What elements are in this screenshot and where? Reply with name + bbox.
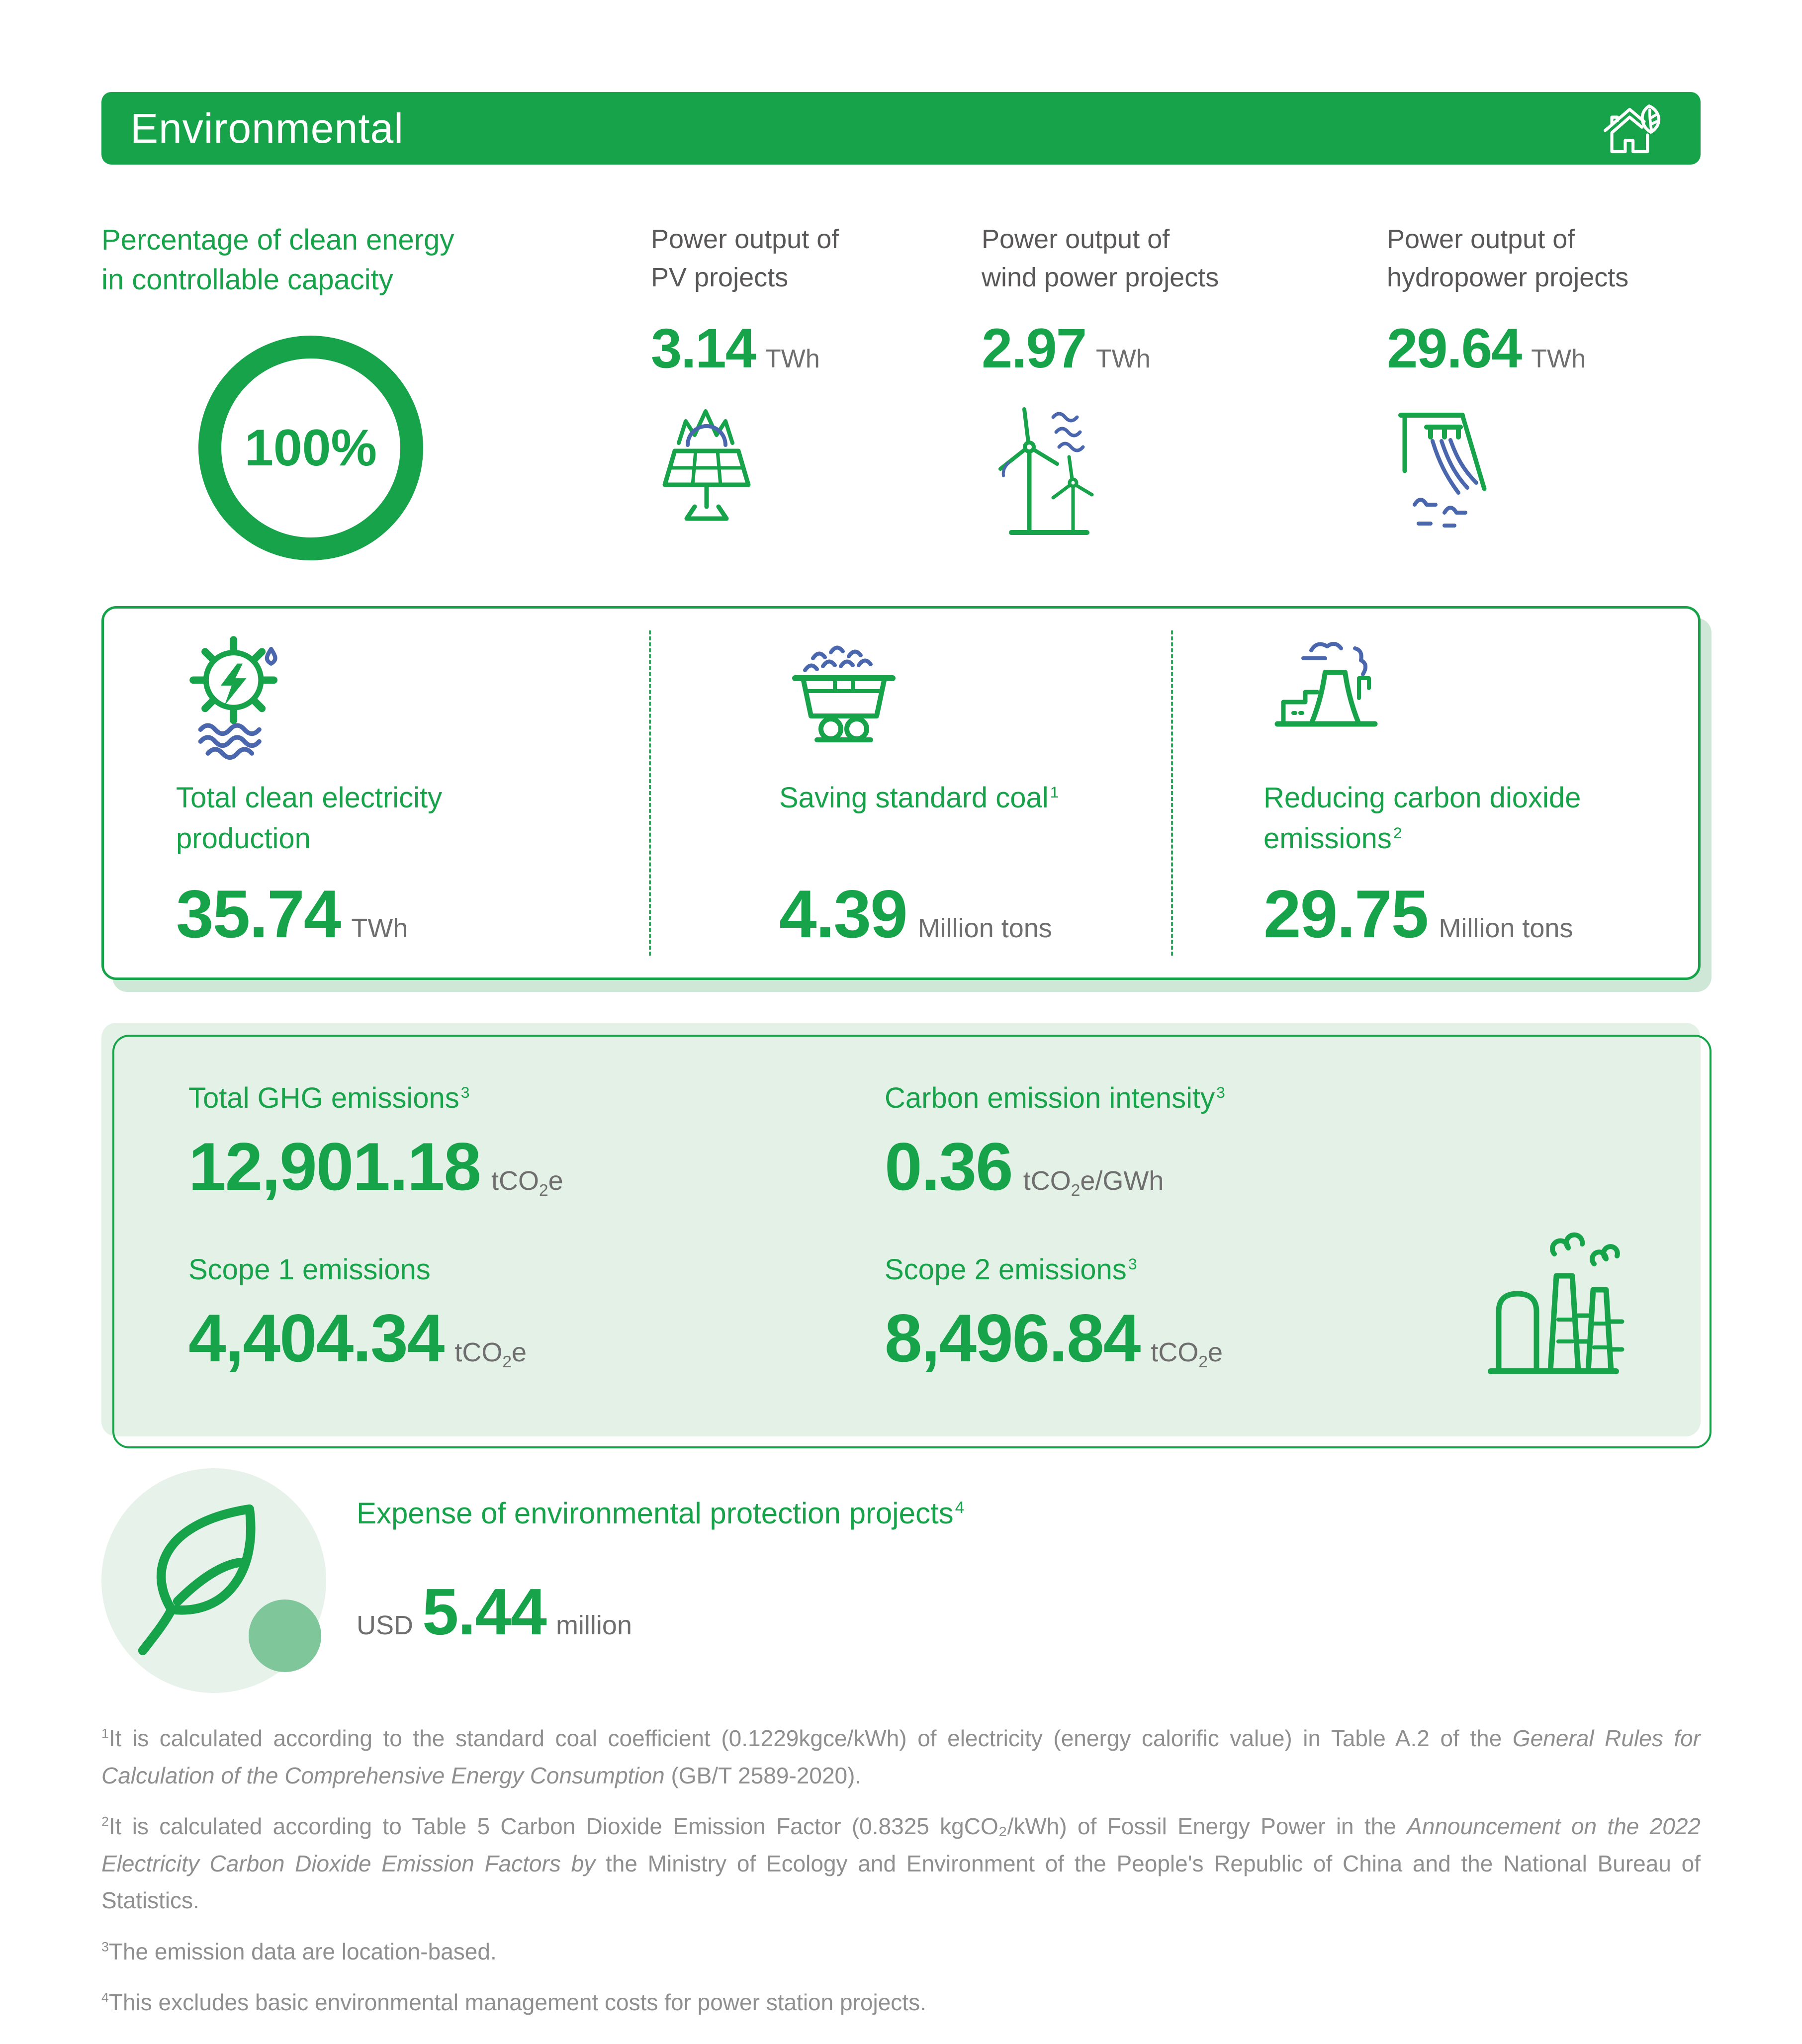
footnotes: 1It is calculated according to the stand…	[101, 1720, 1701, 2021]
footnote-marker: 4	[101, 1990, 109, 2005]
factory-chimneys-icon	[1477, 1220, 1626, 1387]
footnote-2: 2It is calculated according to Table 5 C…	[101, 1813, 1701, 1914]
expense-value: 5.44	[422, 1575, 547, 1649]
pv-output-value: 3.14	[651, 317, 756, 380]
carbon-intensity-value: 0.36	[885, 1129, 1013, 1205]
carbon-intensity-unit: tCO2e/GWh	[1023, 1166, 1164, 1200]
hydro-output-label: Power output of hydropower projects	[1387, 224, 1629, 292]
reducing-co2-label: Reducing carbon dioxide emissions2	[1263, 782, 1581, 855]
hydro-output-value: 29.64	[1387, 317, 1522, 380]
wind-turbine-icon	[982, 403, 1387, 540]
total-ghg-label: Total GHG emissions3	[188, 1082, 470, 1115]
clean-energy-block: Percentage of clean energy in controllab…	[101, 220, 651, 561]
total-ghg-unit: tCO2e	[491, 1166, 563, 1200]
total-clean-production-cell: Total clean electricity production 35.74…	[104, 632, 649, 953]
leaf-graphic	[101, 1468, 338, 1693]
saving-coal-cell: Saving standard coal1 4.39 Million tons	[649, 632, 1171, 953]
pv-output-unit: TWh	[765, 345, 820, 374]
total-clean-production-value: 35.74	[176, 876, 341, 952]
total-clean-production-label: Total clean electricity production	[176, 782, 443, 855]
dashed-divider	[1171, 630, 1173, 956]
footnote-marker: 1	[101, 1726, 109, 1741]
coal-cart-icon	[779, 632, 1141, 761]
expense-currency: USD	[357, 1610, 414, 1641]
footnote-3: 3The emission data are location-based.	[101, 1938, 497, 1964]
page-title: Environmental	[130, 104, 404, 152]
dashed-divider	[649, 630, 651, 956]
pv-output-label: Power output of PV projects	[651, 224, 839, 292]
expense-block: Expense of environmental protection proj…	[101, 1468, 1701, 1693]
scope1-unit: tCO2e	[454, 1337, 527, 1371]
pv-output-block: Power output of PV projects 3.14 TWh	[651, 220, 982, 560]
wind-output-label: Power output of wind power projects	[982, 224, 1219, 292]
scope2-unit: tCO2e	[1151, 1337, 1223, 1371]
total-clean-production-unit: TWh	[351, 913, 408, 944]
section-header: Environmental	[101, 92, 1701, 165]
accent-circle	[249, 1600, 321, 1673]
total-ghg-value: 12,901.18	[188, 1129, 481, 1205]
footnote-marker: 2	[101, 1814, 109, 1829]
reducing-co2-cell: Reducing carbon dioxide emissions2 29.75…	[1171, 632, 1698, 953]
footnote-1: 1It is calculated according to the stand…	[101, 1725, 1701, 1788]
saving-coal-unit: Million tons	[917, 913, 1052, 944]
scope1-label: Scope 1 emissions	[188, 1253, 431, 1286]
ghg-emissions-box: Total GHG emissions3 12,901.18 tCO2e Car…	[101, 1023, 1712, 1449]
scope1-cell: Scope 1 emissions 4,404.34 tCO2e	[188, 1253, 885, 1377]
factory-cooling-tower-icon	[1263, 632, 1668, 761]
scope2-label: Scope 2 emissions3	[885, 1253, 1137, 1286]
eco-house-leaf-icon	[1595, 100, 1670, 156]
saving-coal-label: Saving standard coal1	[779, 782, 1059, 814]
footnote-marker: 3	[101, 1939, 109, 1955]
total-ghg-cell: Total GHG emissions3 12,901.18 tCO2e	[188, 1081, 885, 1205]
top-stats-row: Percentage of clean energy in controllab…	[101, 220, 1701, 561]
percentage-ring: 100%	[198, 336, 423, 561]
reducing-co2-unit: Million tons	[1439, 913, 1573, 944]
percentage-value: 100%	[245, 419, 377, 477]
clean-energy-title: Percentage of clean energy in controllab…	[101, 224, 454, 296]
wind-output-block: Power output of wind power projects 2.97…	[982, 220, 1387, 560]
scope1-value: 4,404.34	[188, 1300, 445, 1376]
expense-title: Expense of environmental protection proj…	[357, 1497, 965, 1530]
carbon-intensity-cell: Carbon emission intensity3 0.36 tCO2e/GW…	[885, 1081, 1616, 1205]
scope2-value: 8,496.84	[885, 1300, 1141, 1376]
solar-panel-icon	[651, 403, 982, 535]
carbon-intensity-label: Carbon emission intensity3	[885, 1082, 1225, 1115]
turbine-gear-water-icon	[176, 632, 619, 761]
scope2-cell: Scope 2 emissions3 8,496.84 tCO2e	[885, 1253, 1616, 1377]
wind-output-value: 2.97	[982, 317, 1087, 380]
hydro-output-block: Power output of hydropower projects 29.6…	[1387, 220, 1700, 560]
hydropower-dam-icon	[1387, 403, 1700, 535]
leaf-icon	[124, 1486, 288, 1664]
footnote-4: 4This excludes basic environmental manag…	[101, 1989, 926, 2016]
wind-output-unit: TWh	[1095, 345, 1151, 374]
saving-coal-value: 4.39	[779, 876, 908, 952]
reducing-co2-value: 29.75	[1263, 876, 1429, 952]
expense-unit: million	[555, 1610, 632, 1641]
hydro-output-unit: TWh	[1531, 345, 1586, 374]
clean-production-box: Total clean electricity production 35.74…	[101, 606, 1701, 980]
